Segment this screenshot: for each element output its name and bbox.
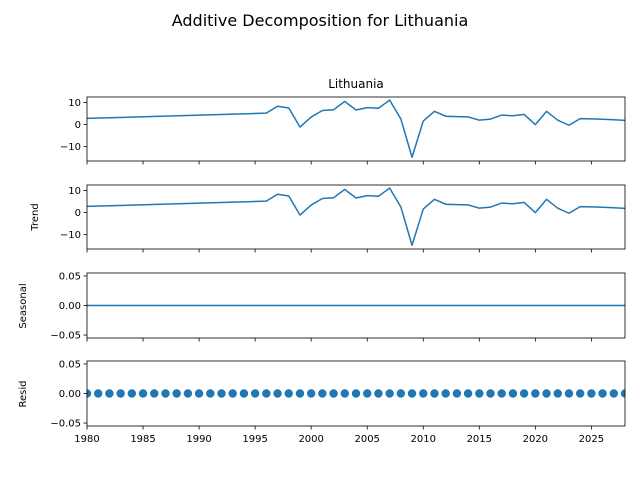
resid-ytick-label: 0.05 <box>59 359 81 370</box>
resid-point <box>519 389 529 398</box>
seasonal-ylabel: Seasonal <box>18 283 29 328</box>
observed-series <box>87 99 625 158</box>
trend-ytick-label: −10 <box>60 230 81 241</box>
resid-point <box>273 389 282 398</box>
resid-point <box>497 389 506 398</box>
seasonal-ytick-label: −0.05 <box>50 331 81 342</box>
resid-point <box>340 389 349 398</box>
resid-point <box>183 389 193 398</box>
resid-point <box>138 389 148 398</box>
resid-series <box>87 389 625 398</box>
resid-point <box>105 389 114 398</box>
resid-point <box>609 389 618 398</box>
resid-point <box>239 389 249 398</box>
resid-point <box>486 389 495 398</box>
trend-panel: 10 0 −10 <box>60 184 626 253</box>
trend-series <box>87 187 625 246</box>
resid-point <box>396 389 406 398</box>
panel-subtitle: Lithuania <box>328 77 384 91</box>
resid-point <box>553 389 562 398</box>
observed-panel: 10 0 −10 <box>60 96 626 165</box>
trend-ytick-label: 10 <box>68 186 81 197</box>
resid-point <box>598 389 607 398</box>
observed-axes-frame <box>86 96 626 162</box>
resid-point <box>172 389 181 398</box>
resid-point <box>284 389 293 398</box>
trend-ylabel: Trend <box>30 203 41 231</box>
resid-point <box>329 389 338 398</box>
resid-point <box>531 389 540 398</box>
trend-line <box>87 187 625 246</box>
xtick-label: 2000 <box>298 434 323 445</box>
observed-ytick-label: −10 <box>60 142 81 153</box>
resid-ylabel: Resid <box>18 381 29 408</box>
seasonal-ytick-label: 0.00 <box>59 301 81 312</box>
xtick-label: 2020 <box>523 434 548 445</box>
resid-ytick-label: 0.00 <box>59 389 81 400</box>
resid-point <box>385 389 394 398</box>
resid-ytick-label: −0.05 <box>50 419 81 430</box>
resid-point <box>620 389 625 398</box>
observed-line <box>87 99 625 158</box>
resid-point <box>475 389 484 398</box>
resid-point <box>161 389 170 398</box>
resid-point <box>575 389 585 398</box>
xtick-label: 2015 <box>467 434 492 445</box>
xtick-label: 1990 <box>186 434 211 445</box>
resid-point <box>306 389 316 398</box>
resid-point <box>150 389 159 398</box>
figure-title: Additive Decomposition for Lithuania <box>172 11 469 30</box>
resid-point <box>452 389 462 398</box>
resid-point <box>374 389 383 398</box>
resid-point <box>441 389 450 398</box>
resid-point <box>430 389 439 398</box>
resid-point <box>194 389 204 398</box>
resid-point <box>116 389 125 398</box>
xtick-label: 1980 <box>74 434 99 445</box>
resid-point <box>419 389 428 398</box>
resid-point <box>318 389 327 398</box>
xtick-label: 1985 <box>130 434 155 445</box>
xtick-label: 2025 <box>579 434 604 445</box>
resid-point <box>587 389 596 398</box>
trend-ytick-label: 0 <box>75 208 81 219</box>
resid-point <box>250 389 260 398</box>
resid-point <box>295 389 305 398</box>
seasonal-ytick-label: 0.05 <box>59 271 81 282</box>
resid-point <box>87 389 92 398</box>
seasonal-panel: 0.05 0.00 −0.05 <box>50 271 626 342</box>
resid-point <box>217 389 226 398</box>
resid-point <box>351 389 361 398</box>
xtick-label: 2010 <box>411 434 436 445</box>
observed-ytick-label: 10 <box>68 98 81 109</box>
resid-point <box>564 389 574 398</box>
resid-point <box>463 389 473 398</box>
resid-point <box>262 389 271 398</box>
xtick-label: 2005 <box>354 434 379 445</box>
resid-point <box>363 389 372 398</box>
resid-point <box>542 389 551 398</box>
resid-point <box>508 389 518 398</box>
resid-point <box>94 389 103 398</box>
resid-point <box>407 389 417 398</box>
resid-point <box>127 389 137 398</box>
resid-point <box>228 389 237 398</box>
xtick-label: 1995 <box>242 434 267 445</box>
resid-panel: 0.05 0.00 −0.05 1980 1985 1990 1995 2000 2005 201… <box>50 359 626 445</box>
resid-point <box>206 389 215 398</box>
observed-ytick-label: 0 <box>75 120 81 131</box>
trend-axes-frame <box>86 184 626 250</box>
